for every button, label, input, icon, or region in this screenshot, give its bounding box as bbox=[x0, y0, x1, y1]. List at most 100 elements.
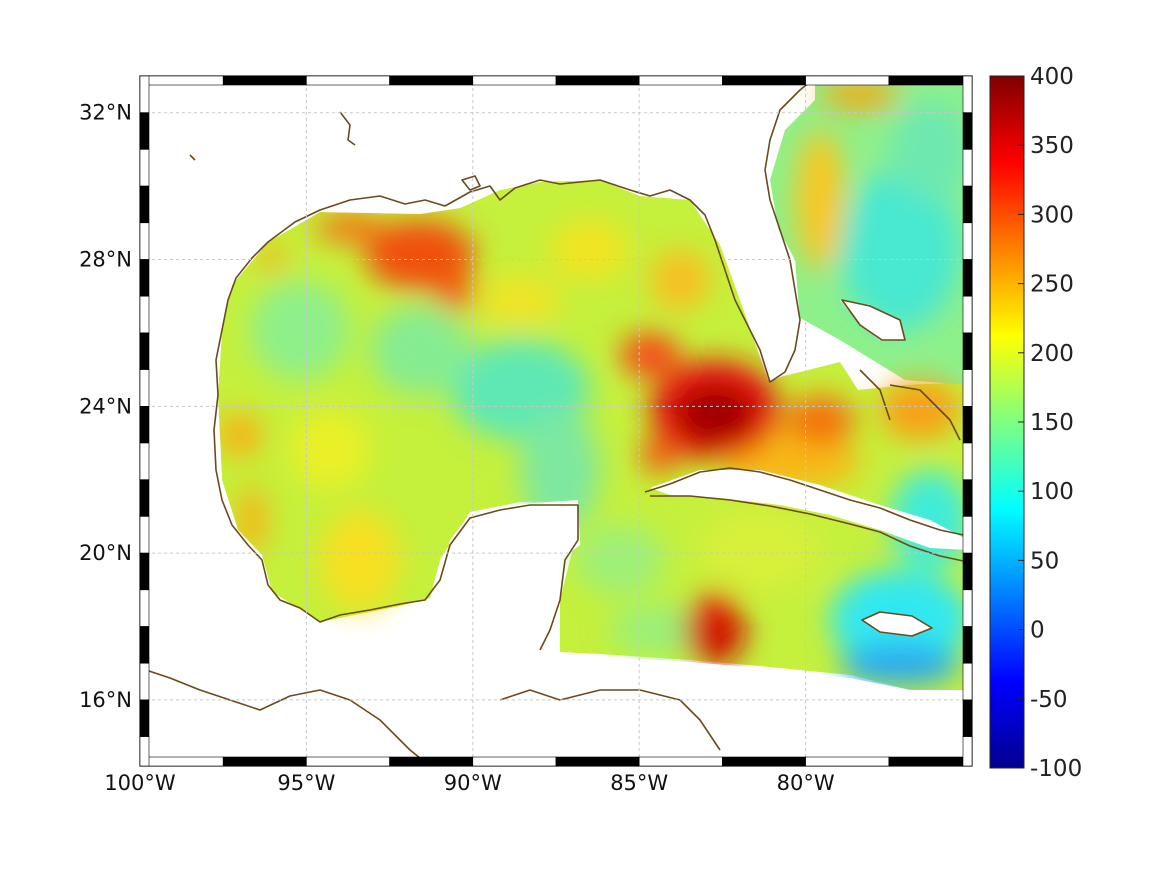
lon-tick-label: 80°W bbox=[777, 771, 835, 795]
frame-segment-left bbox=[139, 442, 150, 481]
frame-segment-right bbox=[962, 699, 973, 737]
frame-segment-left bbox=[139, 259, 150, 297]
colorbar-tick-label: 200 bbox=[1030, 341, 1074, 367]
map-frame-border bbox=[139, 75, 973, 767]
frame-segment-right bbox=[962, 185, 973, 224]
frame-segment-right bbox=[962, 259, 973, 297]
frame-segment-right bbox=[962, 589, 973, 627]
frame-segment-right bbox=[962, 112, 973, 150]
frame-segment-left bbox=[139, 699, 150, 737]
bahamas-coast bbox=[841, 299, 961, 441]
jamaica-coast bbox=[861, 611, 933, 637]
frame-segment-right bbox=[962, 222, 973, 260]
data-field bbox=[140, 76, 972, 766]
colorbar-tick-label: 100 bbox=[1030, 479, 1074, 505]
frame-segment-bottom bbox=[638, 756, 723, 767]
frame-segment-top bbox=[805, 75, 890, 86]
yucatan-land bbox=[430, 500, 580, 660]
longitude-labels: 100°W 95°W 90°W 85°W 80°W bbox=[104, 771, 835, 795]
frame-segment-bottom bbox=[306, 756, 390, 767]
frame-segment-left bbox=[139, 222, 150, 260]
colorbar-tick-label: 150 bbox=[1030, 410, 1074, 436]
frame-segment-right bbox=[962, 406, 973, 444]
frame-segment-left bbox=[139, 479, 150, 517]
colorbar-tick-label: 250 bbox=[1030, 272, 1074, 298]
latitude-labels: 32°N 28°N 24°N 20°N 16°N bbox=[79, 101, 132, 712]
frame-segment-left bbox=[139, 75, 150, 114]
frame-segment-bottom bbox=[722, 756, 806, 767]
colorbar-tick-label: -100 bbox=[1030, 756, 1082, 782]
map-grid bbox=[140, 76, 972, 766]
frame-segment-left bbox=[139, 552, 150, 591]
lat-tick-label: 24°N bbox=[79, 394, 132, 418]
lat-tick-label: 28°N bbox=[79, 248, 132, 272]
lon-tick-label: 100°W bbox=[104, 771, 176, 795]
florida-land bbox=[650, 82, 815, 382]
frame-segment-right bbox=[962, 75, 973, 114]
frame-segment-top bbox=[888, 75, 973, 86]
lat-tick-label: 16°N bbox=[79, 688, 132, 712]
frame-segment-top bbox=[306, 75, 390, 86]
us-gulf-coast bbox=[215, 77, 816, 396]
colorbar-tick-label: 300 bbox=[1030, 202, 1074, 228]
lon-tick-label: 85°W bbox=[610, 771, 668, 795]
colorbar-tick-label: 0 bbox=[1030, 618, 1045, 644]
colorbar-tick-label: 350 bbox=[1030, 133, 1074, 159]
lat-tick-label: 32°N bbox=[79, 101, 132, 125]
frame-segment-left bbox=[139, 626, 150, 664]
colorbar-tick-label: -50 bbox=[1030, 687, 1068, 713]
cuba-land bbox=[650, 470, 968, 550]
frame-segment-left bbox=[139, 589, 150, 627]
frame-segment-bottom bbox=[139, 756, 224, 767]
frame-segment-left bbox=[139, 295, 150, 334]
frame-segment-top bbox=[555, 75, 640, 86]
colorbar-ticks: 400 350 300 250 200 150 100 50 0 -50 -100 bbox=[1018, 64, 1082, 782]
frame-segment-right bbox=[962, 736, 973, 767]
frame-segment-left bbox=[139, 369, 150, 407]
lon-tick-label: 95°W bbox=[277, 771, 335, 795]
frame-segment-top bbox=[722, 75, 806, 86]
frame-segment-left bbox=[139, 516, 150, 554]
frame-segment-right bbox=[962, 662, 973, 701]
frame-segment-top bbox=[638, 75, 723, 86]
frame-segment-bottom bbox=[389, 756, 474, 767]
frame-segment-left bbox=[139, 736, 150, 767]
frame-segment-right bbox=[962, 516, 973, 554]
frame-segment-right bbox=[962, 442, 973, 481]
frame-segment-right bbox=[962, 369, 973, 407]
mexico-coast bbox=[213, 394, 579, 651]
frame-segment-bottom bbox=[805, 756, 890, 767]
frame-segment-right bbox=[962, 626, 973, 664]
frame-segment-bottom bbox=[555, 756, 640, 767]
frame-segment-top bbox=[472, 75, 557, 86]
lat-tick-label: 20°N bbox=[79, 541, 132, 565]
lon-tick-label: 90°W bbox=[444, 771, 502, 795]
bahamas-land bbox=[840, 300, 905, 340]
frame-segment-left bbox=[139, 406, 150, 444]
frame-segment-right bbox=[962, 479, 973, 517]
frame-segment-bottom bbox=[222, 756, 307, 767]
central-america-coast bbox=[140, 667, 721, 766]
frame-segment-left bbox=[139, 662, 150, 701]
frame-segment-right bbox=[962, 552, 973, 591]
frame-segment-left bbox=[139, 149, 150, 187]
colorbar-tick-label: 50 bbox=[1030, 548, 1059, 574]
frame-segment-bottom bbox=[472, 756, 557, 767]
colorbar-tick-label: 400 bbox=[1030, 64, 1074, 90]
frame-segment-top bbox=[222, 75, 307, 86]
north-land bbox=[140, 76, 650, 650]
frame-segment-right bbox=[962, 295, 973, 334]
frame-segment-top bbox=[139, 75, 224, 86]
frame-segment-bottom bbox=[888, 756, 973, 767]
frame-segment-left bbox=[139, 332, 150, 370]
south-land bbox=[140, 650, 972, 766]
cuba-coast bbox=[644, 467, 969, 563]
frame-segment-top bbox=[389, 75, 474, 86]
frame-segment-right bbox=[962, 332, 973, 370]
islands-north bbox=[189, 111, 481, 191]
frame-segment-left bbox=[139, 112, 150, 150]
coastlines bbox=[140, 77, 969, 766]
frame-segment-left bbox=[139, 185, 150, 224]
frame-segment-right bbox=[962, 149, 973, 187]
